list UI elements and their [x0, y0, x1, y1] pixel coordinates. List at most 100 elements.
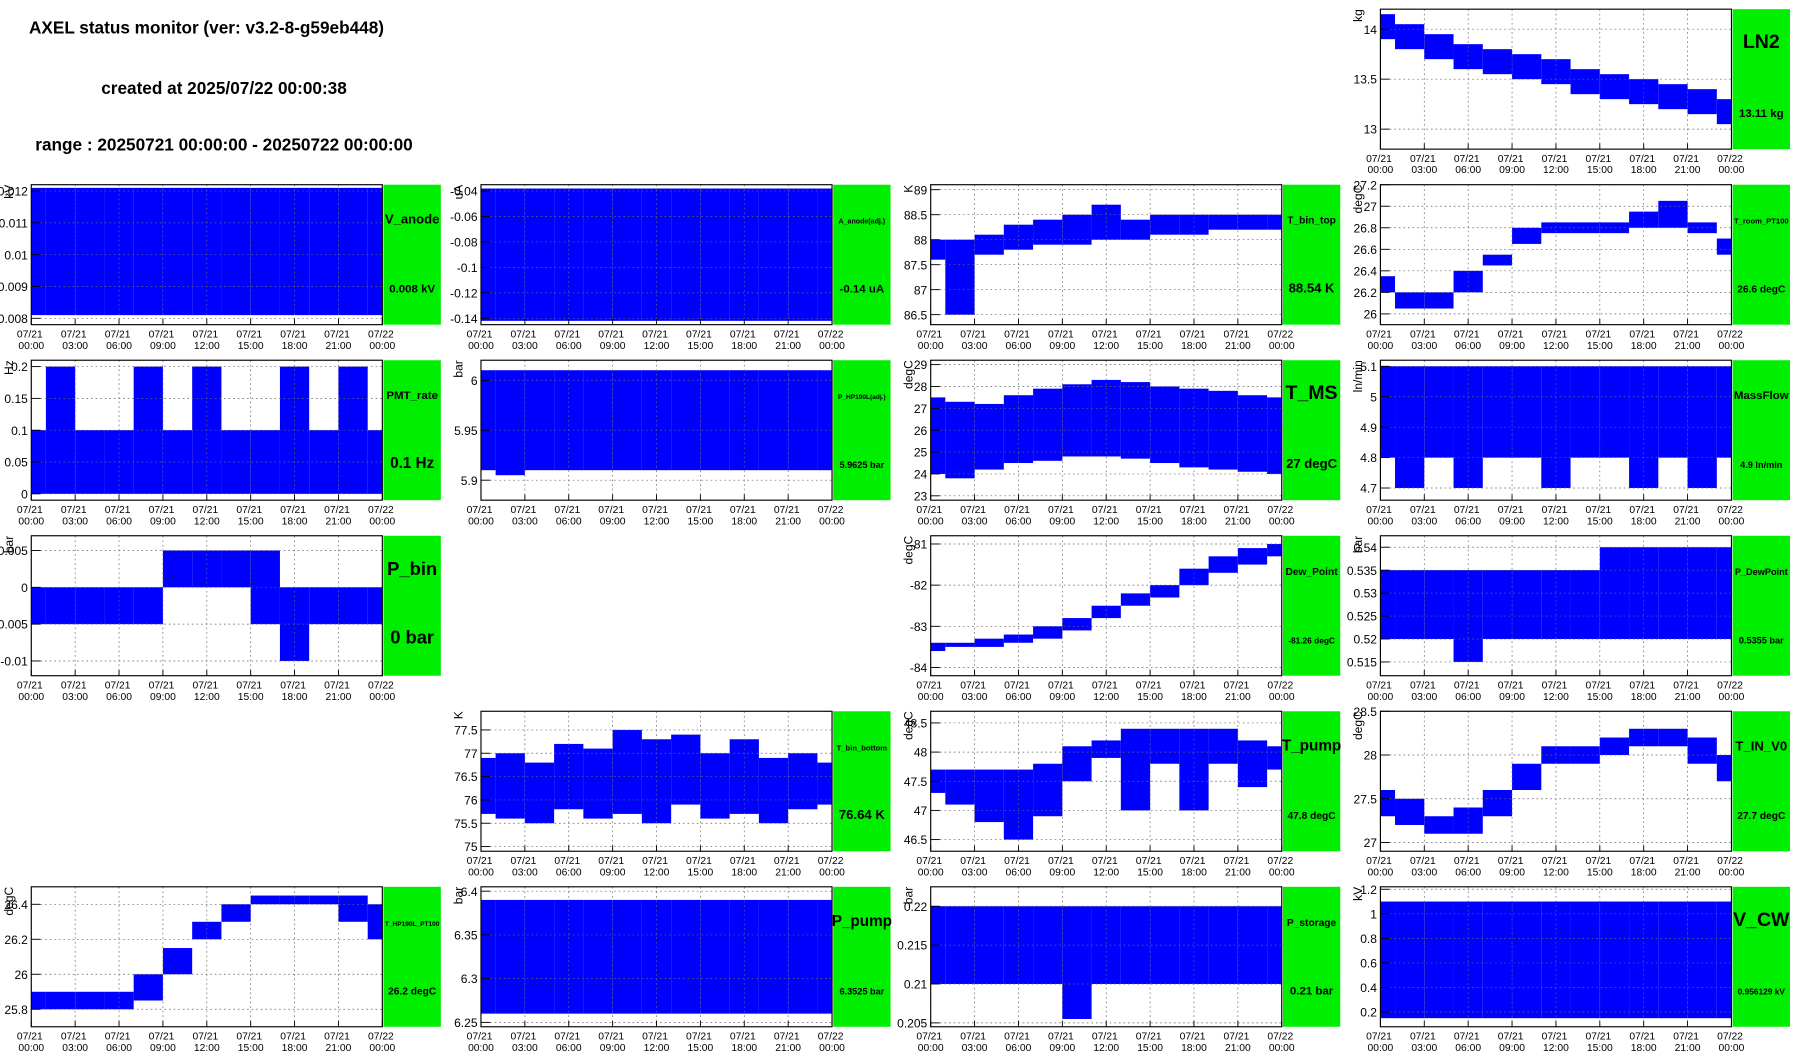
x-tick-label: 07/22 00:00	[368, 329, 397, 351]
data-band-segment	[583, 748, 613, 819]
x-tick-label: 07/21 18:00	[280, 329, 309, 351]
data-band-segment	[758, 188, 789, 321]
data-band-segment	[480, 757, 496, 814]
x-tick-label: 07/21 12:00	[192, 1031, 221, 1052]
data-band-segment	[1541, 901, 1571, 1019]
x-tick-label: 07/21 18:00	[1629, 680, 1658, 702]
data-band-segment	[133, 974, 163, 1001]
data-band-segment	[221, 187, 251, 316]
y-tick-label: -82	[910, 579, 928, 593]
data-band-segment	[133, 587, 163, 625]
plot-frame	[930, 535, 1283, 677]
x-tick-label: 07/22 00:00	[1717, 1031, 1746, 1052]
y-axis-label: kV	[1351, 887, 1365, 901]
x-tick-label: 07/21 12:00	[192, 680, 221, 702]
data-band-segment	[1599, 366, 1630, 458]
y-tick-label: -81	[910, 538, 928, 552]
x-tick-label: 07/21 09:00	[149, 1031, 178, 1052]
data-band-segment	[495, 753, 525, 819]
y-tick-label: 86.5	[904, 308, 928, 322]
data-band-segment	[817, 370, 833, 471]
data-band-segment	[1380, 14, 1396, 40]
data-band-segment	[309, 587, 339, 625]
x-tick-label: 07/21 09:00	[598, 505, 627, 527]
y-tick-label: 0.011	[0, 216, 28, 230]
plot-frame	[480, 359, 833, 501]
status-name: T_bin_bottom	[837, 743, 888, 752]
x-tick-label: 07/21 06:00	[105, 329, 134, 351]
status-name: T_IN_V0	[1735, 738, 1787, 753]
x-tick-label: 07/21 18:00	[1180, 680, 1209, 702]
panel: 0.2 0.4 0.6 0.8 1 1.2 07/21 00:00 07/21 03:00 07…	[1351, 883, 1790, 1052]
plot-frame	[30, 535, 383, 677]
y-tick-label: 0.009	[0, 280, 28, 294]
y-tick-label: 26.8	[1354, 221, 1378, 235]
y-tick-label: -0.005	[0, 618, 28, 632]
x-tick-label: 07/21 15:00	[1136, 680, 1165, 702]
y-axis-label: degC	[2, 886, 16, 915]
data-band-segment	[221, 904, 251, 922]
x-tick-label: 07/21 18:00	[1629, 856, 1658, 878]
plot-frame	[1379, 710, 1733, 852]
y-tick-label: 24	[914, 468, 928, 482]
status-name: T_MS	[1286, 382, 1338, 404]
y-tick-label: 0.2	[11, 360, 28, 374]
status-value: 13.11 kg	[1739, 108, 1784, 120]
data-band-segment	[31, 187, 46, 316]
x-tick-label: 07/21 21:00	[1673, 154, 1702, 176]
data-band-segment	[1267, 746, 1282, 770]
y-tick-label: 4.9	[1360, 421, 1377, 435]
y-tick-label: 47.5	[904, 775, 928, 789]
y-tick-label: 0.05	[4, 456, 28, 470]
x-tick-label: 07/21 03:00	[1410, 329, 1439, 351]
data-band-segment	[817, 188, 833, 321]
x-tick-label: 07/21 12:00	[192, 329, 221, 351]
status-box	[383, 184, 441, 325]
y-axis-label: bar	[2, 536, 16, 553]
x-tick-label: 07/21 06:00	[105, 680, 134, 702]
y-tick-label: 26.6	[1354, 243, 1378, 257]
data-band-segment	[1453, 901, 1483, 1019]
x-tick-label: 07/21 09:00	[1498, 1031, 1527, 1052]
status-name: MassFlow	[1734, 390, 1789, 402]
data-band-segment	[1267, 214, 1282, 230]
x-tick-label: 07/21 18:00	[280, 1031, 309, 1052]
status-box	[1282, 535, 1341, 676]
y-tick-label: 0.15	[4, 392, 28, 406]
status-box	[833, 360, 891, 501]
data-band-segment	[1380, 790, 1396, 817]
y-tick-label: 27	[914, 402, 928, 416]
x-tick-label: 07/21 00:00	[17, 329, 46, 351]
x-tick-label: 07/21 00:00	[1366, 154, 1395, 176]
data-band-segment	[75, 430, 105, 494]
status-value: 0.956129 kV	[1738, 987, 1786, 997]
x-tick-label: 07/21 03:00	[960, 505, 989, 527]
x-tick-label: 07/21 21:00	[1224, 505, 1253, 527]
x-tick-label: 07/21 15:00	[1585, 505, 1614, 527]
data-band-segment	[192, 921, 222, 940]
x-tick-label: 07/21 09:00	[1048, 856, 1077, 878]
y-tick-label: 5.9	[461, 474, 478, 488]
x-tick-label: 07/21 21:00	[774, 856, 803, 878]
x-tick-label: 07/21 09:00	[598, 856, 627, 878]
status-name: LN2	[1743, 31, 1780, 53]
y-axis-label: kV	[2, 185, 16, 199]
y-tick-label: 0.012	[0, 185, 28, 199]
x-tick-label: 07/21 12:00	[1092, 329, 1121, 351]
data-band-segment	[612, 899, 642, 1014]
data-band-segment	[1512, 54, 1542, 80]
x-tick-label: 07/21 09:00	[1498, 505, 1527, 527]
panel: 0.008 0.009 0.01 0.011 0.012 07/21 00:00 07/21…	[0, 184, 441, 352]
y-tick-label: 27	[1364, 200, 1378, 214]
status-box	[1282, 711, 1341, 852]
status-name: V_CW	[1733, 909, 1790, 931]
data-band-segment	[974, 769, 1004, 823]
data-band-segment	[1599, 901, 1630, 1019]
status-value: 76.64 K	[839, 807, 885, 822]
data-band-segment	[612, 729, 642, 814]
data-band-segment	[1380, 276, 1396, 293]
data-band-segment	[1658, 366, 1688, 458]
data-band-segment	[1120, 906, 1151, 984]
